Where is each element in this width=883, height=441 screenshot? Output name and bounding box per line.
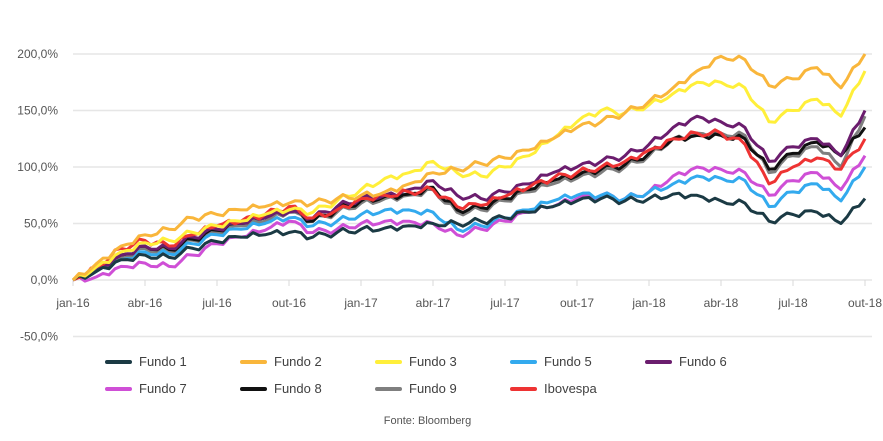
legend-swatch xyxy=(645,359,672,364)
legend-label: Fundo 7 xyxy=(139,381,187,396)
x-tick-label: jan-17 xyxy=(343,296,378,310)
legend-swatch xyxy=(240,386,267,391)
legend-item-fundo-8: Fundo 8 xyxy=(240,381,322,396)
legend-swatch xyxy=(105,359,132,364)
x-tick-label: out-16 xyxy=(272,296,306,310)
y-tick-label: 200,0% xyxy=(17,47,58,61)
legend-item-ibovespa: Ibovespa xyxy=(510,381,597,396)
x-tick-label: abr-16 xyxy=(128,296,163,310)
legend-label: Fundo 8 xyxy=(274,381,322,396)
legend-label: Ibovespa xyxy=(544,381,597,396)
source-note: Fonte: Bloomberg xyxy=(383,415,472,427)
y-tick-label: 150,0% xyxy=(17,104,58,118)
x-tick-label: jul-16 xyxy=(201,296,232,310)
legend-label: Fundo 1 xyxy=(139,354,187,369)
legend-swatch xyxy=(375,359,402,364)
legend-swatch xyxy=(510,386,537,391)
x-tick-label: out-17 xyxy=(560,296,594,310)
series-line-fundo-5 xyxy=(72,166,867,282)
legend-swatch xyxy=(510,359,537,364)
x-tick-label: jan-16 xyxy=(55,296,90,310)
series-line-fundo-1 xyxy=(72,191,867,282)
legend-item-fundo-5: Fundo 5 xyxy=(510,354,592,369)
x-tick-label: jan-18 xyxy=(631,296,666,310)
legend-label: Fundo 6 xyxy=(679,354,727,369)
line-chart: -50,0% 0,0% 50,0% 100,0% 150,0% 200,0% jan-16 a… xyxy=(17,47,882,344)
y-tick-label: 100,0% xyxy=(17,160,58,174)
legend-item-fundo-2: Fundo 2 xyxy=(240,354,322,369)
y-tick-label: -50,0% xyxy=(20,330,58,344)
legend-label: Fundo 3 xyxy=(409,354,457,369)
legend-label: Fundo 5 xyxy=(544,354,592,369)
legend-item-fundo-6: Fundo 6 xyxy=(645,354,727,369)
x-tick-label: jul-18 xyxy=(777,296,808,310)
series-line-fundo-6 xyxy=(72,109,867,282)
legend-swatch xyxy=(240,359,267,364)
x-tick-label: jul-17 xyxy=(489,296,520,310)
legend-swatch xyxy=(375,386,402,391)
series-line-fundo-3 xyxy=(71,70,867,282)
y-tick-label: 0,0% xyxy=(31,273,59,287)
series-line-fundo-2 xyxy=(71,53,867,282)
legend-label: Fundo 2 xyxy=(274,354,322,369)
x-tick-label: out-18 xyxy=(848,296,882,310)
y-tick-label: 50,0% xyxy=(24,217,58,231)
x-tick-label: abr-17 xyxy=(416,296,451,310)
legend-item-fundo-9: Fundo 9 xyxy=(375,381,457,396)
x-tick-label: abr-18 xyxy=(704,296,739,310)
legend-swatch xyxy=(105,386,132,391)
legend-label: Fundo 9 xyxy=(409,381,457,396)
series-line-fundo-7 xyxy=(72,154,867,283)
legend-item-fundo-3: Fundo 3 xyxy=(375,354,457,369)
legend-item-fundo-1: Fundo 1 xyxy=(105,354,187,369)
legend-item-fundo-7: Fundo 7 xyxy=(105,381,187,396)
